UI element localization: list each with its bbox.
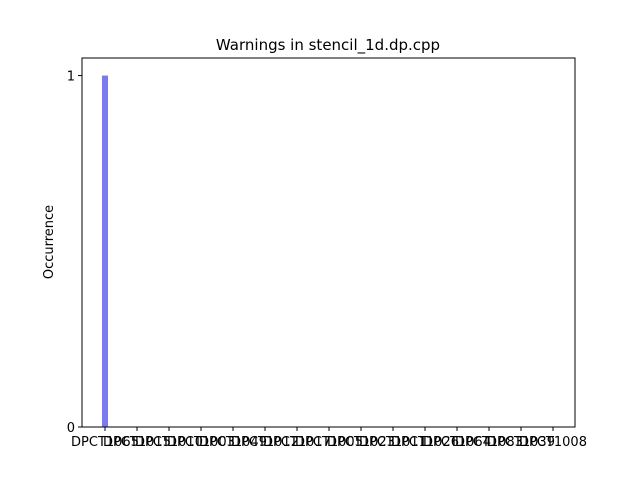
y-tick-label: 1 (67, 70, 75, 85)
x-tick-label: DPCT1017 (263, 435, 331, 450)
bar (102, 75, 108, 428)
x-tick-label: DPCT1026 (391, 435, 459, 450)
chart-title: Warnings in stencil_1d.dp.cpp (216, 36, 440, 55)
x-tick-label: DPCT1065 (71, 435, 139, 450)
x-tick-label: DPCT1008 (519, 435, 587, 450)
x-tick-label: DPCT1064 (423, 435, 491, 450)
y-axis-label: Occurrence (42, 205, 57, 279)
x-tick-label: DPCT1003 (167, 435, 235, 450)
x-tick-label: DPCT1039 (487, 435, 555, 450)
x-tick-label: DPCT1015 (103, 435, 171, 450)
x-tick-label: DPCT1023 (327, 435, 395, 450)
x-tick-label: DPCT1011 (359, 435, 427, 450)
x-tick-label: DPCT1012 (231, 435, 299, 450)
plot-frame (81, 57, 576, 428)
x-tick-label: DPCT1049 (199, 435, 267, 450)
x-tick-label: DPCT1005 (295, 435, 363, 450)
x-tick-label: DPCT1083 (455, 435, 523, 450)
y-tick-label: 0 (67, 421, 75, 436)
x-tick-label: DPCT1010 (135, 435, 203, 450)
